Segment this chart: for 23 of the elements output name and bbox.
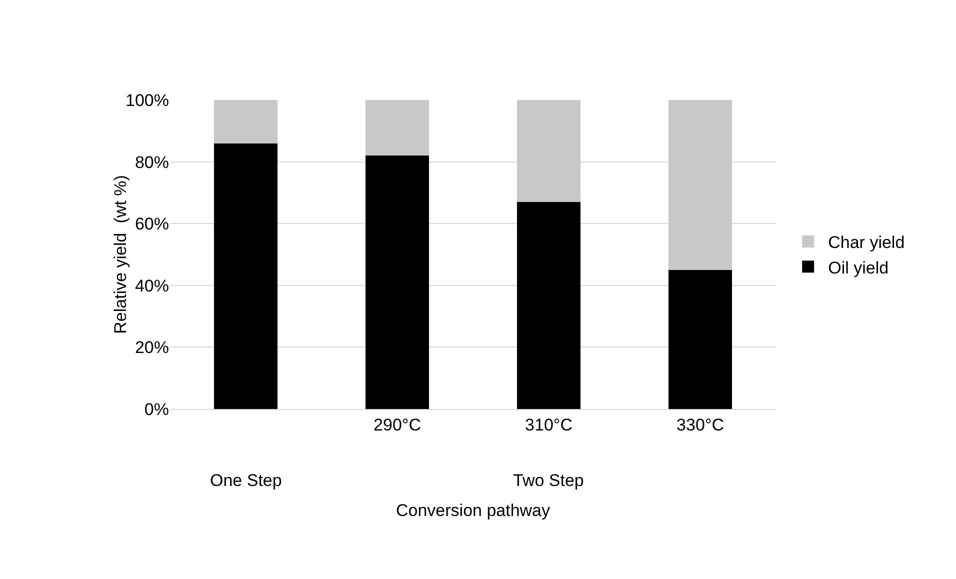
- y-tick-label: 80%: [134, 152, 169, 172]
- x-tick-label: 330°C: [676, 415, 724, 434]
- y-tick-label: 20%: [134, 338, 169, 358]
- y-axis-title: Relative yield (wt %): [111, 175, 130, 334]
- y-tick-label: 0%: [144, 400, 169, 419]
- y-tick-label: 60%: [134, 214, 169, 234]
- y-tick-label: 40%: [134, 276, 169, 296]
- x-tick-label: 310°C: [525, 415, 572, 434]
- x-tick-label: 290°C: [374, 415, 421, 434]
- bar: [668, 270, 732, 409]
- legend-label: Char yield: [828, 233, 905, 252]
- bar: [214, 100, 278, 144]
- x-axis-title: Conversion pathway: [396, 500, 551, 520]
- text: One Step: [210, 471, 282, 490]
- y-tick-label: 100%: [126, 90, 169, 110]
- bar: [365, 100, 430, 156]
- text: Two Step: [513, 471, 584, 490]
- bar: [516, 202, 581, 409]
- bar: [668, 100, 732, 270]
- bar: [516, 100, 581, 202]
- legend-label: Oil yield: [828, 258, 889, 278]
- bar: [365, 156, 430, 409]
- bar: [214, 143, 278, 409]
